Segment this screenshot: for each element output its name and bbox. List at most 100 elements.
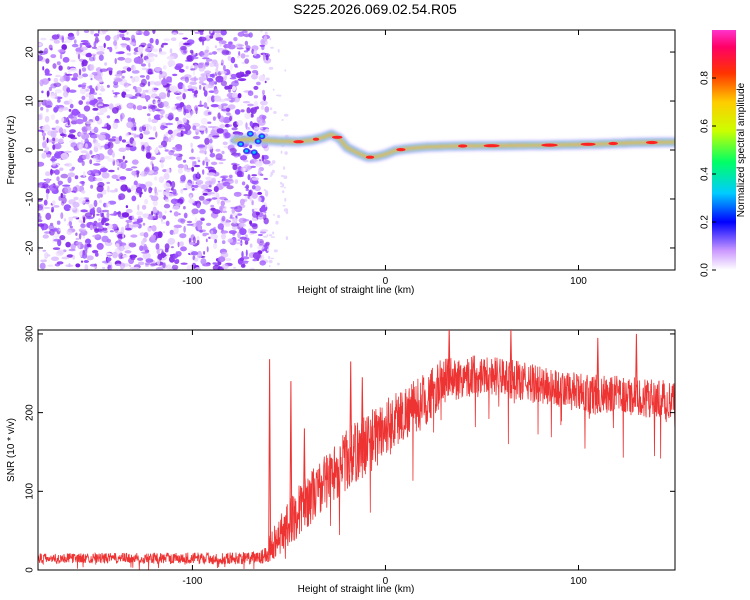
noise-blob (72, 186, 78, 194)
noise-blob (46, 137, 49, 144)
noise-blob (220, 80, 227, 87)
noise-blob (216, 198, 220, 205)
noise-blob (198, 80, 204, 84)
noise-blob (251, 48, 255, 55)
noise-blob (61, 36, 65, 43)
snr-spike (360, 377, 364, 464)
noise-blob (169, 85, 178, 93)
noise-blob (148, 186, 153, 194)
noise-blob (122, 89, 130, 92)
noise-blob (158, 152, 161, 155)
noise-blob (178, 95, 183, 102)
noise-blob (229, 115, 233, 122)
noise-blob (154, 54, 158, 58)
noise-blob (146, 99, 149, 102)
frequency-ridge (229, 129, 675, 163)
noise-blob (211, 73, 215, 79)
noise-blob (205, 58, 213, 62)
noise-blob (63, 204, 72, 212)
noise-blob (77, 53, 81, 60)
noise-blob (103, 42, 106, 49)
noise-blob (131, 77, 136, 83)
noise-blob (67, 70, 72, 73)
noise-blob (62, 56, 70, 63)
noise-blob (60, 106, 69, 111)
noise-blob (205, 127, 208, 134)
noise-blob (283, 166, 286, 170)
noise-blob (196, 171, 200, 178)
noise-blob (99, 68, 108, 72)
noise-blob (38, 55, 44, 62)
noise-blob (58, 65, 63, 71)
noise-blob (121, 44, 127, 48)
noise-blob (133, 104, 136, 110)
noise-blob (227, 104, 236, 110)
noise-blob (183, 50, 187, 54)
noise-blob (173, 153, 180, 157)
noise-blob (197, 159, 201, 163)
noise-blob (214, 81, 218, 85)
noise-blob (251, 73, 258, 80)
noise-blob (117, 174, 121, 178)
noise-blob (115, 159, 120, 166)
noise-blob (121, 212, 129, 218)
noise-blob (234, 179, 239, 184)
noise-blob (229, 63, 233, 71)
noise-blob (152, 30, 156, 35)
noise-blob (255, 126, 264, 130)
noise-blob (59, 235, 66, 241)
noise-blob (245, 54, 250, 58)
noise-blob (200, 117, 208, 125)
noise-blob (143, 141, 149, 148)
noise-blob (59, 76, 65, 83)
noise-blob (68, 263, 71, 268)
noise-blob (134, 126, 137, 131)
noise-blob (75, 232, 78, 236)
noise-blob (154, 186, 157, 194)
noise-blob (68, 220, 73, 227)
y-tick-label: 100 (25, 483, 36, 500)
ridge-hotspot (483, 144, 500, 148)
noise-blob (164, 149, 169, 152)
noise-blob (69, 225, 74, 229)
noise-blob (148, 62, 151, 68)
noise-blob (193, 184, 199, 188)
noise-blob (271, 160, 276, 164)
noise-blob (96, 112, 104, 116)
noise-blob (98, 104, 104, 107)
noise-blob (67, 172, 76, 178)
noise-blob (214, 45, 218, 49)
noise-blob (263, 57, 272, 64)
noise-blob (234, 109, 241, 115)
noise-blob (142, 89, 146, 96)
noise-blob (194, 257, 199, 262)
noise-blob (180, 45, 187, 51)
noise-blob (133, 66, 136, 71)
noise-blob (265, 204, 267, 208)
noise-blob (190, 142, 193, 148)
noise-blob (208, 236, 211, 239)
noise-blob (203, 251, 206, 255)
noise-blob (182, 42, 191, 46)
noise-blob (152, 126, 157, 132)
spectrogram-x-label: Height of straight line (km) (298, 285, 415, 296)
noise-blob (218, 162, 224, 165)
noise-blob (77, 157, 84, 163)
noise-blob (101, 209, 110, 213)
noise-blob (99, 47, 105, 52)
noise-blob (241, 251, 244, 258)
noise-blob (204, 180, 213, 186)
noise-blob (80, 140, 84, 146)
noise-blob (241, 30, 248, 34)
noise-blob (196, 203, 201, 209)
noise-blob (159, 70, 163, 75)
noise-blob (191, 181, 195, 185)
noise-blob (212, 116, 216, 121)
noise-blob (197, 144, 206, 148)
noise-blob (63, 163, 70, 166)
noise-blob (114, 58, 117, 65)
noise-blob (162, 126, 168, 129)
noise-blob (250, 64, 259, 70)
y-tick-label: 0 (25, 147, 36, 153)
noise-blob (263, 94, 267, 102)
